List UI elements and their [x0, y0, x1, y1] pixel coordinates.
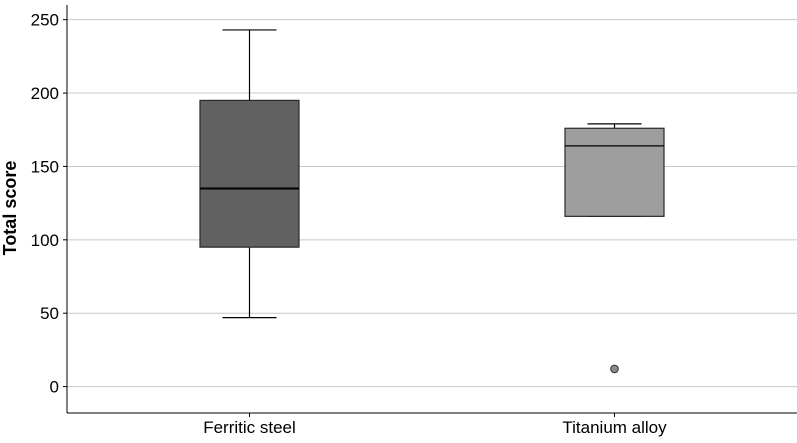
y-tick-label: 50 [40, 304, 59, 323]
outlier-point [610, 364, 619, 374]
x-tick-label: Ferritic steel [203, 418, 296, 437]
box-iqr [199, 99, 300, 248]
axes: 0 50 100 150 200 250 Ferritic steel Titanium al… [31, 5, 797, 437]
gridlines [67, 19, 797, 388]
boxes [199, 29, 665, 374]
y-tick-label: 0 [50, 378, 59, 397]
y-tick-label: 250 [31, 11, 59, 30]
y-axis-title: Total score [0, 161, 20, 256]
box-2 [564, 123, 665, 374]
y-tick-label: 150 [31, 157, 59, 176]
box-iqr [564, 127, 665, 217]
x-tick-label: Titanium alloy [562, 418, 667, 437]
y-tick-label: 100 [31, 231, 59, 250]
box-1 [199, 29, 300, 319]
y-tick-label: 200 [31, 84, 59, 103]
